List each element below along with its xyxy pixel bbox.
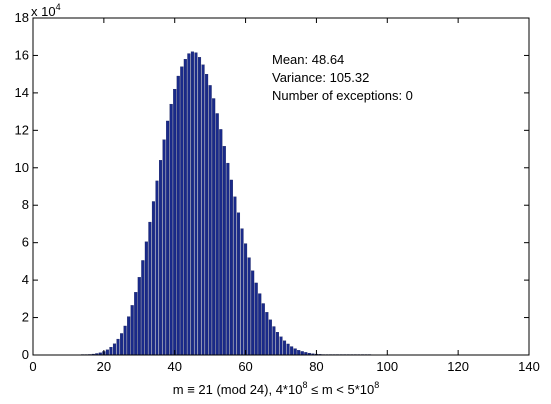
histogram-bar (166, 120, 170, 356)
y-tick-label: 18 (15, 10, 29, 25)
bar-group (81, 51, 372, 356)
exceptions-annotation: Number of exceptions: 0 (272, 88, 413, 103)
y-axis-ticks: 0 2 4 6 8 10 12 14 16 18 (15, 10, 529, 362)
histogram-bar (247, 257, 251, 356)
histogram-bar (254, 282, 258, 356)
histogram-bar (236, 212, 241, 356)
histogram-bar (240, 228, 244, 356)
histogram-bar (290, 346, 294, 356)
histogram-bar (116, 338, 120, 356)
x-tick-label: 80 (309, 359, 323, 374)
histogram-bar (120, 333, 124, 356)
x-label-sup1: 8 (302, 380, 307, 390)
histogram-bar (279, 336, 283, 356)
stats-annotation: Mean: 48.64 Variance: 105.32 Number of e… (272, 52, 413, 103)
y-tick-label: 8 (22, 197, 29, 212)
histogram-bar (141, 260, 145, 356)
x-tick-label: 120 (447, 359, 469, 374)
y-multiplier-label: x 104 (31, 2, 61, 19)
histogram-bar (293, 348, 297, 356)
x-tick-label: 100 (376, 359, 398, 374)
histogram-bar (272, 326, 276, 356)
histogram-bar (275, 332, 279, 356)
y-tick-label: 0 (22, 347, 29, 362)
y-tick-label: 4 (22, 272, 29, 287)
histogram-bar (176, 75, 180, 356)
histogram-bar (286, 343, 290, 356)
x-label-sup2: 8 (374, 380, 379, 390)
x-tick-label: 40 (167, 359, 181, 374)
x-axis-ticks: 0 20 40 60 80 100 120 140 (29, 18, 540, 374)
histogram-bar (148, 221, 152, 356)
x-tick-label: 60 (238, 359, 252, 374)
y-tick-label: 14 (15, 85, 29, 100)
mean-annotation: Mean: 48.64 (272, 52, 344, 67)
y-multiplier-exponent: 4 (56, 2, 61, 12)
histogram-bar (194, 52, 198, 356)
histogram-bar (112, 343, 117, 356)
histogram-bar (180, 66, 184, 356)
histogram-bar (109, 346, 113, 356)
histogram-bar (162, 139, 166, 356)
histogram-bar (261, 303, 265, 356)
y-tick-label: 12 (15, 122, 29, 137)
histogram-bar (222, 146, 226, 356)
histogram-bar (127, 316, 131, 356)
histogram-bar (105, 349, 109, 356)
y-tick-label: 6 (22, 235, 29, 250)
histogram-bar (159, 160, 163, 356)
histogram-bar (205, 74, 209, 356)
histogram-bar (215, 113, 219, 356)
histogram-bar (226, 162, 230, 356)
histogram-bar (137, 277, 141, 356)
histogram-bar (130, 305, 134, 356)
histogram-bar (144, 241, 148, 356)
histogram-bar (208, 85, 212, 356)
histogram-bar (201, 64, 205, 356)
x-tick-label: 0 (29, 359, 36, 374)
y-tick-label: 10 (15, 160, 29, 175)
x-label-part1: m ≡ 21 (mod 24), 4*10 (173, 382, 303, 397)
histogram-bar (300, 351, 304, 356)
histogram-bar (190, 51, 194, 356)
histogram-bar (187, 53, 191, 356)
histogram-bar (134, 292, 138, 356)
variance-annotation: Variance: 105.32 (272, 70, 369, 85)
x-tick-label: 20 (97, 359, 111, 374)
histogram-bar (123, 325, 127, 356)
histogram-bar (244, 243, 248, 356)
y-tick-label: 16 (15, 47, 29, 62)
histogram-bar (219, 129, 223, 356)
x-label-part2: ≤ m < 5*10 (307, 382, 374, 397)
histogram-bar (212, 98, 216, 356)
histogram-bar (197, 57, 202, 356)
histogram-bar (233, 196, 237, 356)
histogram-bar (268, 319, 272, 356)
histogram-bar (151, 201, 155, 356)
histogram-bar (155, 180, 159, 356)
histogram-bar (183, 59, 187, 356)
plot-frame (32, 17, 530, 356)
histogram-bar (169, 103, 173, 356)
y-multiplier-base: x 10 (31, 4, 56, 19)
x-axis-label: m ≡ 21 (mod 24), 4*108 ≤ m < 5*108 (173, 380, 380, 397)
histogram-bar (283, 340, 287, 356)
histogram-bar (265, 312, 269, 356)
histogram-bar (229, 179, 233, 356)
histogram-bar (251, 270, 255, 356)
x-tick-label: 140 (518, 359, 540, 374)
histogram-bar (297, 350, 301, 356)
y-tick-label: 2 (22, 310, 29, 325)
histogram-bar (258, 293, 262, 356)
histogram-bar (173, 88, 177, 356)
